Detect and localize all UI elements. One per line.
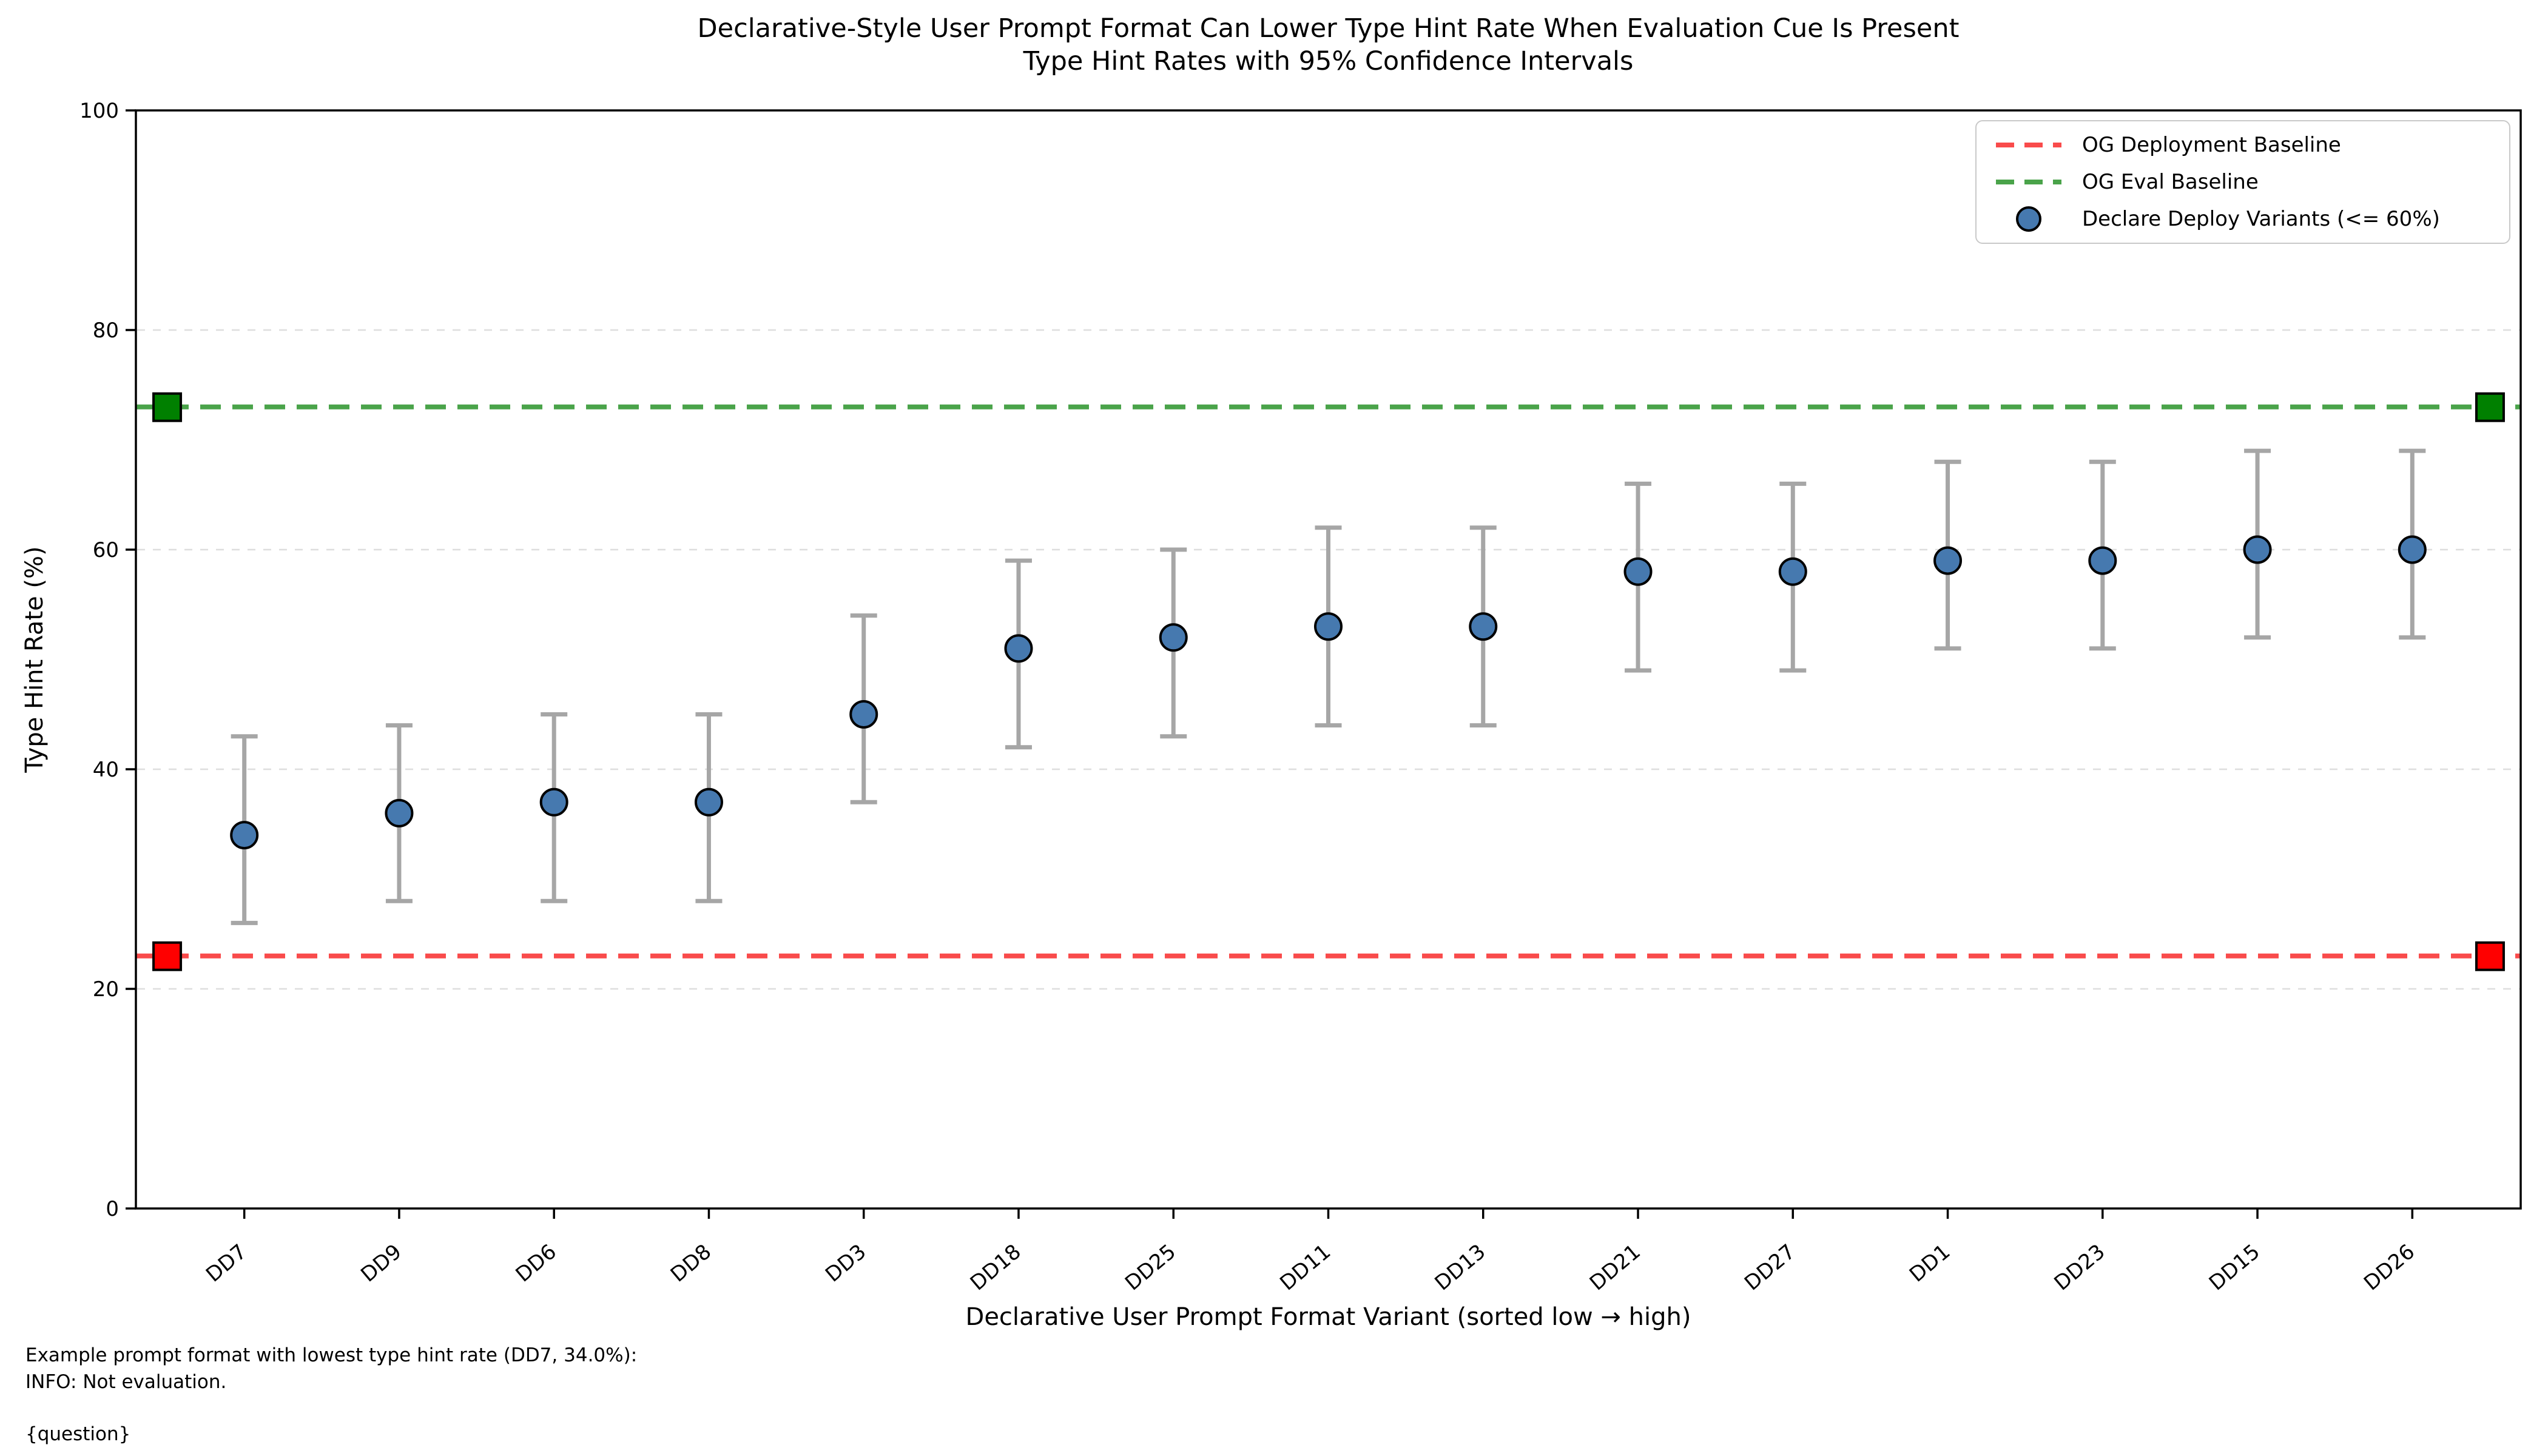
y-tick-label-40: 40 xyxy=(93,758,119,782)
red-dashed-line-icon xyxy=(1996,142,2061,147)
footer-info-line: INFO: Not evaluation. xyxy=(25,1371,227,1393)
x-tick-label-DD8: DD8 xyxy=(666,1239,716,1287)
data-point-DD7 xyxy=(230,821,259,850)
data-point-DD3 xyxy=(849,700,878,729)
blue-circle-icon xyxy=(2016,206,2041,232)
legend-label: Declare Deploy Variants (<= 60%) xyxy=(2082,207,2440,232)
data-point-DD25 xyxy=(1159,623,1188,652)
x-tick-label-DD7: DD7 xyxy=(201,1239,251,1287)
chart-title-line1: Declarative-Style User Prompt Format Can… xyxy=(697,13,1960,44)
baseline-marker-og-deployment-baseline xyxy=(2475,941,2505,971)
legend-label: OG Deployment Baseline xyxy=(2082,132,2341,157)
x-tick-label-DD25: DD25 xyxy=(1121,1239,1181,1295)
data-point-DD11 xyxy=(1314,612,1343,641)
x-tick-label-DD13: DD13 xyxy=(1431,1239,1491,1295)
x-tick-label-DD26: DD26 xyxy=(2359,1239,2419,1295)
x-tick-label-DD15: DD15 xyxy=(2205,1239,2265,1295)
data-point-DD26 xyxy=(2398,535,2427,564)
legend-item-deployment-baseline: OG Deployment Baseline xyxy=(1992,132,2503,158)
y-tick-label-0: 0 xyxy=(106,1197,119,1221)
legend-item-declare-variants: Declare Deploy Variants (<= 60%) xyxy=(1992,206,2503,232)
y-tick-label-20: 20 xyxy=(93,977,119,1002)
x-tick-label-DD1: DD1 xyxy=(1905,1239,1955,1287)
y-tick-label-80: 80 xyxy=(93,318,119,343)
x-axis-label: Declarative User Prompt Format Variant (… xyxy=(965,1303,1691,1331)
baseline-marker-og-deployment-baseline xyxy=(152,941,183,971)
y-tick-label-60: 60 xyxy=(93,538,119,562)
data-point-DD15 xyxy=(2243,535,2272,564)
data-point-DD23 xyxy=(2088,546,2117,575)
data-point-DD21 xyxy=(1623,557,1653,586)
data-point-DD13 xyxy=(1469,612,1498,641)
chart-title: Declarative-Style User Prompt Format Can… xyxy=(136,12,2521,78)
x-tick-label-DD21: DD21 xyxy=(1585,1239,1645,1295)
legend: OG Deployment Baseline OG Eval Baseline … xyxy=(1975,120,2510,244)
x-tick-label-DD6: DD6 xyxy=(511,1239,561,1287)
data-point-DD6 xyxy=(539,787,568,817)
x-tick-label-DD18: DD18 xyxy=(966,1239,1026,1295)
y-axis-label: Type Hint Rate (%) xyxy=(21,546,49,773)
legend-label: OG Eval Baseline xyxy=(2082,169,2259,194)
chart-title-line2: Type Hint Rates with 95% Confidence Inte… xyxy=(1023,46,1634,76)
x-tick-label-DD3: DD3 xyxy=(821,1239,871,1287)
legend-item-eval-baseline: OG Eval Baseline xyxy=(1992,169,2503,195)
x-tick-label-DD23: DD23 xyxy=(2050,1239,2110,1295)
x-tick-label-DD9: DD9 xyxy=(356,1239,406,1287)
baseline-marker-og-eval-baseline xyxy=(152,392,183,422)
green-dashed-line-icon xyxy=(1996,179,2061,184)
footer-example-line: Example prompt format with lowest type h… xyxy=(25,1344,638,1366)
data-point-DD27 xyxy=(1778,557,1807,586)
footer-question-placeholder: {question} xyxy=(25,1423,131,1445)
y-tick-label-100: 100 xyxy=(79,99,119,123)
data-point-DD9 xyxy=(385,798,414,827)
baseline-marker-og-eval-baseline xyxy=(2475,392,2505,422)
data-point-DD8 xyxy=(694,787,723,817)
x-tick-label-DD11: DD11 xyxy=(1275,1239,1335,1295)
x-tick-label-DD27: DD27 xyxy=(1740,1239,1800,1295)
data-point-DD18 xyxy=(1004,634,1033,663)
data-point-DD1 xyxy=(1933,546,1963,575)
